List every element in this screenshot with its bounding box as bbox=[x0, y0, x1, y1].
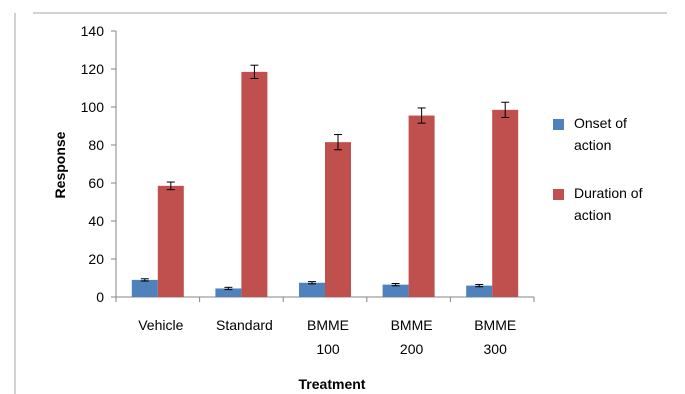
x-tick-label: Vehicle bbox=[138, 317, 183, 333]
legend-swatch bbox=[553, 119, 564, 130]
y-tick-label: 0 bbox=[96, 289, 104, 305]
legend-label: Onset of action bbox=[574, 115, 627, 153]
bar bbox=[492, 109, 519, 297]
y-tick-label: 80 bbox=[88, 137, 104, 153]
legend-swatch bbox=[553, 189, 564, 200]
x-tick-label: BMME 100 bbox=[307, 317, 349, 357]
bar bbox=[131, 279, 158, 297]
y-tick-label: 120 bbox=[81, 61, 105, 77]
y-tick-label: 140 bbox=[81, 23, 105, 39]
bar bbox=[382, 284, 409, 297]
bar bbox=[466, 285, 493, 297]
y-tick-label: 40 bbox=[88, 213, 104, 229]
bar bbox=[241, 71, 268, 297]
x-axis-title: Treatment bbox=[299, 376, 366, 392]
x-tick-label: BMME 300 bbox=[474, 317, 516, 357]
bar bbox=[408, 115, 435, 297]
bar bbox=[157, 185, 184, 297]
y-tick-label: 60 bbox=[88, 175, 104, 191]
x-tick-label: BMME 200 bbox=[391, 317, 433, 357]
y-axis-title: Response bbox=[52, 131, 68, 198]
bar bbox=[325, 142, 351, 297]
y-tick-label: 20 bbox=[88, 251, 104, 267]
bar bbox=[299, 282, 325, 297]
x-tick-label: Standard bbox=[216, 317, 273, 333]
y-tick-label: 100 bbox=[81, 99, 105, 115]
legend-label: Duration of action bbox=[574, 185, 643, 223]
bar bbox=[215, 288, 242, 297]
